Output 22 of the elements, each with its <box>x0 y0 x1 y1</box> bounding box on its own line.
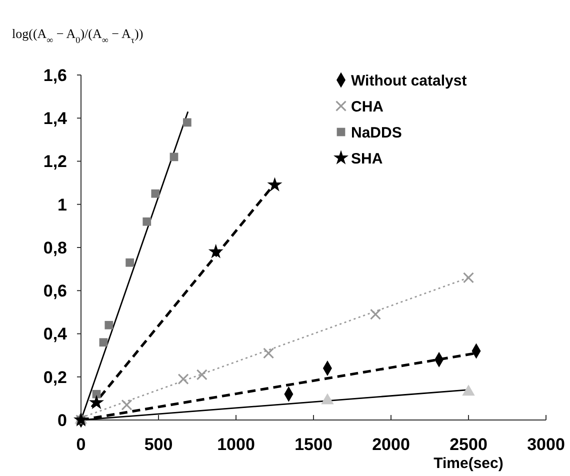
x-tick-label: 0 <box>76 435 86 454</box>
y-tick-label: 1,6 <box>43 66 67 85</box>
y-tick-label: 0 <box>58 410 67 430</box>
y-tick-label: 1 <box>58 195 67 214</box>
legend-label: CHA <box>351 98 384 116</box>
y-tick-label: 0,8 <box>43 238 67 258</box>
x-tick-label: 2500 <box>450 435 488 454</box>
y-tick-label: 0,4 <box>43 324 68 344</box>
y-tick-label: 0,2 <box>43 368 67 387</box>
x-tick-label: 1500 <box>294 435 332 454</box>
legend-label: SHA <box>351 150 383 168</box>
y-tick-label: 1,2 <box>43 152 67 172</box>
x-axis-title: Time(sec) <box>434 455 504 472</box>
x-tick-label: 2000 <box>372 435 410 454</box>
text: log((A$_{∞}$ − A$_{0}$)/(A$_{∞}$ − A$_{τ}$)) <box>12 26 144 45</box>
y-tick-label: 0,6 <box>43 282 67 301</box>
x-tick-label: 500 <box>144 435 173 454</box>
x-tick-label: 1000 <box>217 435 255 454</box>
legend-label: Without catalyst <box>351 72 467 90</box>
x-tick-label: 3000 <box>527 435 565 454</box>
y-tick-label: 1,4 <box>43 109 68 128</box>
legend-label: NaDDS <box>351 124 402 142</box>
